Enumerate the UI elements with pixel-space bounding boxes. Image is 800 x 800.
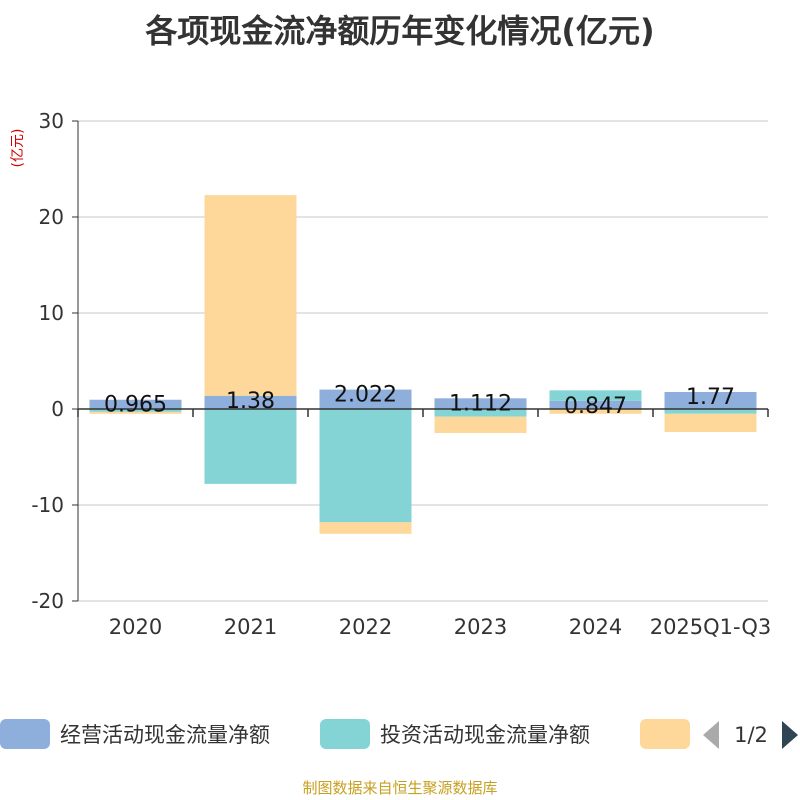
y-tick-label: -20 xyxy=(31,589,64,613)
y-tick-label: 10 xyxy=(39,301,64,325)
y-tick-label: -10 xyxy=(31,493,64,517)
legend-prev-icon[interactable] xyxy=(703,721,719,749)
bar-segment-3 xyxy=(434,416,527,433)
bar-segment-1 xyxy=(204,395,297,409)
legend-swatch-3 xyxy=(640,719,690,749)
bar-segment-1 xyxy=(89,399,182,409)
y-axis-label: (亿元) xyxy=(10,129,26,168)
legend-swatch-2 xyxy=(320,719,370,749)
bar-segment-3 xyxy=(664,413,757,433)
y-tick-label: 30 xyxy=(39,109,64,133)
bar-segment-2 xyxy=(549,390,642,401)
bar-segment-3 xyxy=(89,411,182,414)
x-tick-label: 2020 xyxy=(109,615,162,639)
data-label: 0.965 xyxy=(104,393,167,418)
legend-page-indicator: 1/2 xyxy=(734,723,768,747)
bar-segment-1 xyxy=(664,392,757,409)
x-tick-label: 2023 xyxy=(454,615,507,639)
data-source-footer: 制图数据来自恒生聚源数据库 xyxy=(302,779,498,797)
x-tick-label: 2024 xyxy=(569,615,622,639)
bar-segment-1 xyxy=(549,400,642,409)
bar-segment-3 xyxy=(319,522,412,534)
y-tick-label: 20 xyxy=(39,205,64,229)
bar-segment-1 xyxy=(319,389,412,409)
bar-segment-2 xyxy=(204,409,297,484)
x-tick-label: 2022 xyxy=(339,615,392,639)
data-label: 1.112 xyxy=(449,391,512,416)
data-label: 1.38 xyxy=(226,389,275,414)
data-label: 1.77 xyxy=(686,385,735,410)
bar-segment-2 xyxy=(434,409,527,417)
x-tick-label: 2025Q1-Q3 xyxy=(650,615,772,639)
data-label: 0.847 xyxy=(564,394,627,419)
legend-next-icon[interactable] xyxy=(782,721,798,749)
bar-segment-2 xyxy=(89,409,182,412)
data-label: 2.022 xyxy=(334,383,397,408)
bar-segment-3 xyxy=(549,409,642,414)
x-tick-label: 2021 xyxy=(224,615,277,639)
bar-segment-2 xyxy=(664,409,757,414)
legend-swatch-1 xyxy=(0,719,50,749)
chart-title: 各项现金流净额历年变化情况(亿元) xyxy=(145,12,655,50)
bar-segment-2 xyxy=(319,409,412,523)
legend-label-1: 经营活动现金流量净额 xyxy=(60,723,270,747)
bar-segment-3 xyxy=(204,195,297,396)
y-tick-label: 0 xyxy=(51,397,64,421)
legend-label-2: 投资活动现金流量净额 xyxy=(380,723,590,747)
bar-segment-1 xyxy=(434,398,527,409)
